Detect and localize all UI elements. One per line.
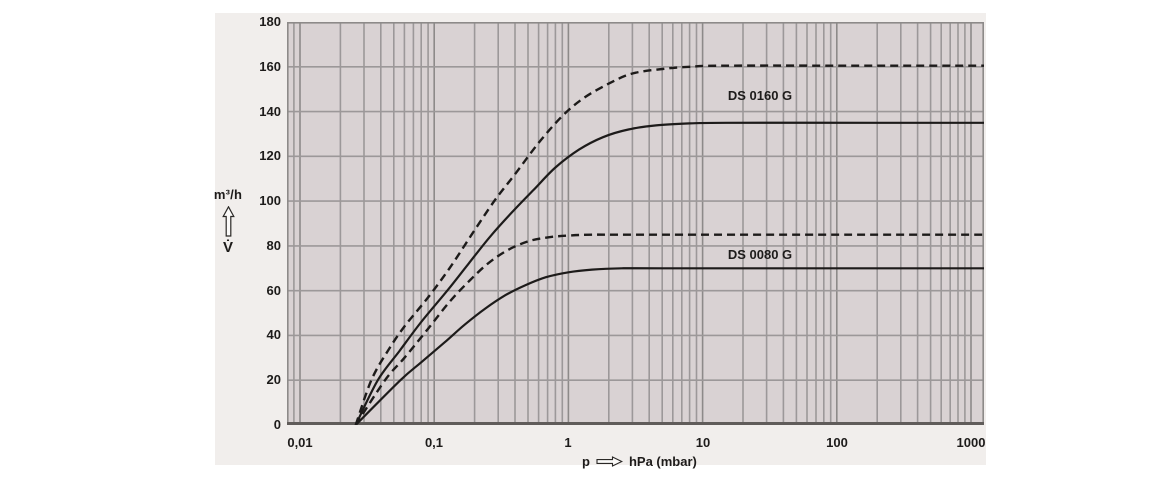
y-tick-label: 100 (259, 193, 281, 208)
y-tick-label: 120 (259, 148, 281, 163)
x-tick-label: 1 (564, 435, 572, 450)
x-tick-label: 0,1 (424, 435, 444, 450)
x-axis-label-block: p hPa (mbar) (582, 452, 697, 470)
y-tick-label: 40 (266, 327, 281, 342)
up-arrow-icon (221, 206, 235, 237)
y-tick-label: 180 (259, 14, 281, 29)
right-arrow-icon (596, 455, 623, 467)
y-tick-label: 20 (266, 372, 281, 387)
curve-ds-0080-g-solid (354, 267, 984, 425)
plot-area (287, 22, 984, 425)
plot-background (287, 22, 984, 425)
curve-label: DS 0080 G (727, 247, 793, 262)
y-tick-label: 160 (259, 59, 281, 74)
y-tick-label: 80 (266, 238, 281, 253)
curve-ds-0160-g-solid (354, 121, 984, 425)
x-tick-label: 0,01 (287, 435, 313, 450)
curve-ds-0080-g-dashed (354, 233, 984, 425)
y-tick-label: 60 (266, 283, 281, 298)
y-tick-label: 140 (259, 104, 281, 119)
curve-label: DS 0160 G (727, 88, 793, 103)
x-tick-label: 100 (826, 435, 848, 450)
x-axis-symbol: p (582, 453, 590, 469)
x-axis-unit: hPa (mbar) (628, 453, 697, 469)
y-axis-symbol: V̇ (222, 239, 233, 256)
y-tick-label: 0 (273, 417, 281, 432)
y-axis-label-block: m³/h V̇ (203, 187, 253, 256)
y-axis-unit: m³/h (213, 187, 243, 202)
curve-ds-0160-g-dashed (354, 64, 984, 425)
x-tick-label: 1000 (956, 435, 986, 450)
x-tick-label: 10 (695, 435, 711, 450)
